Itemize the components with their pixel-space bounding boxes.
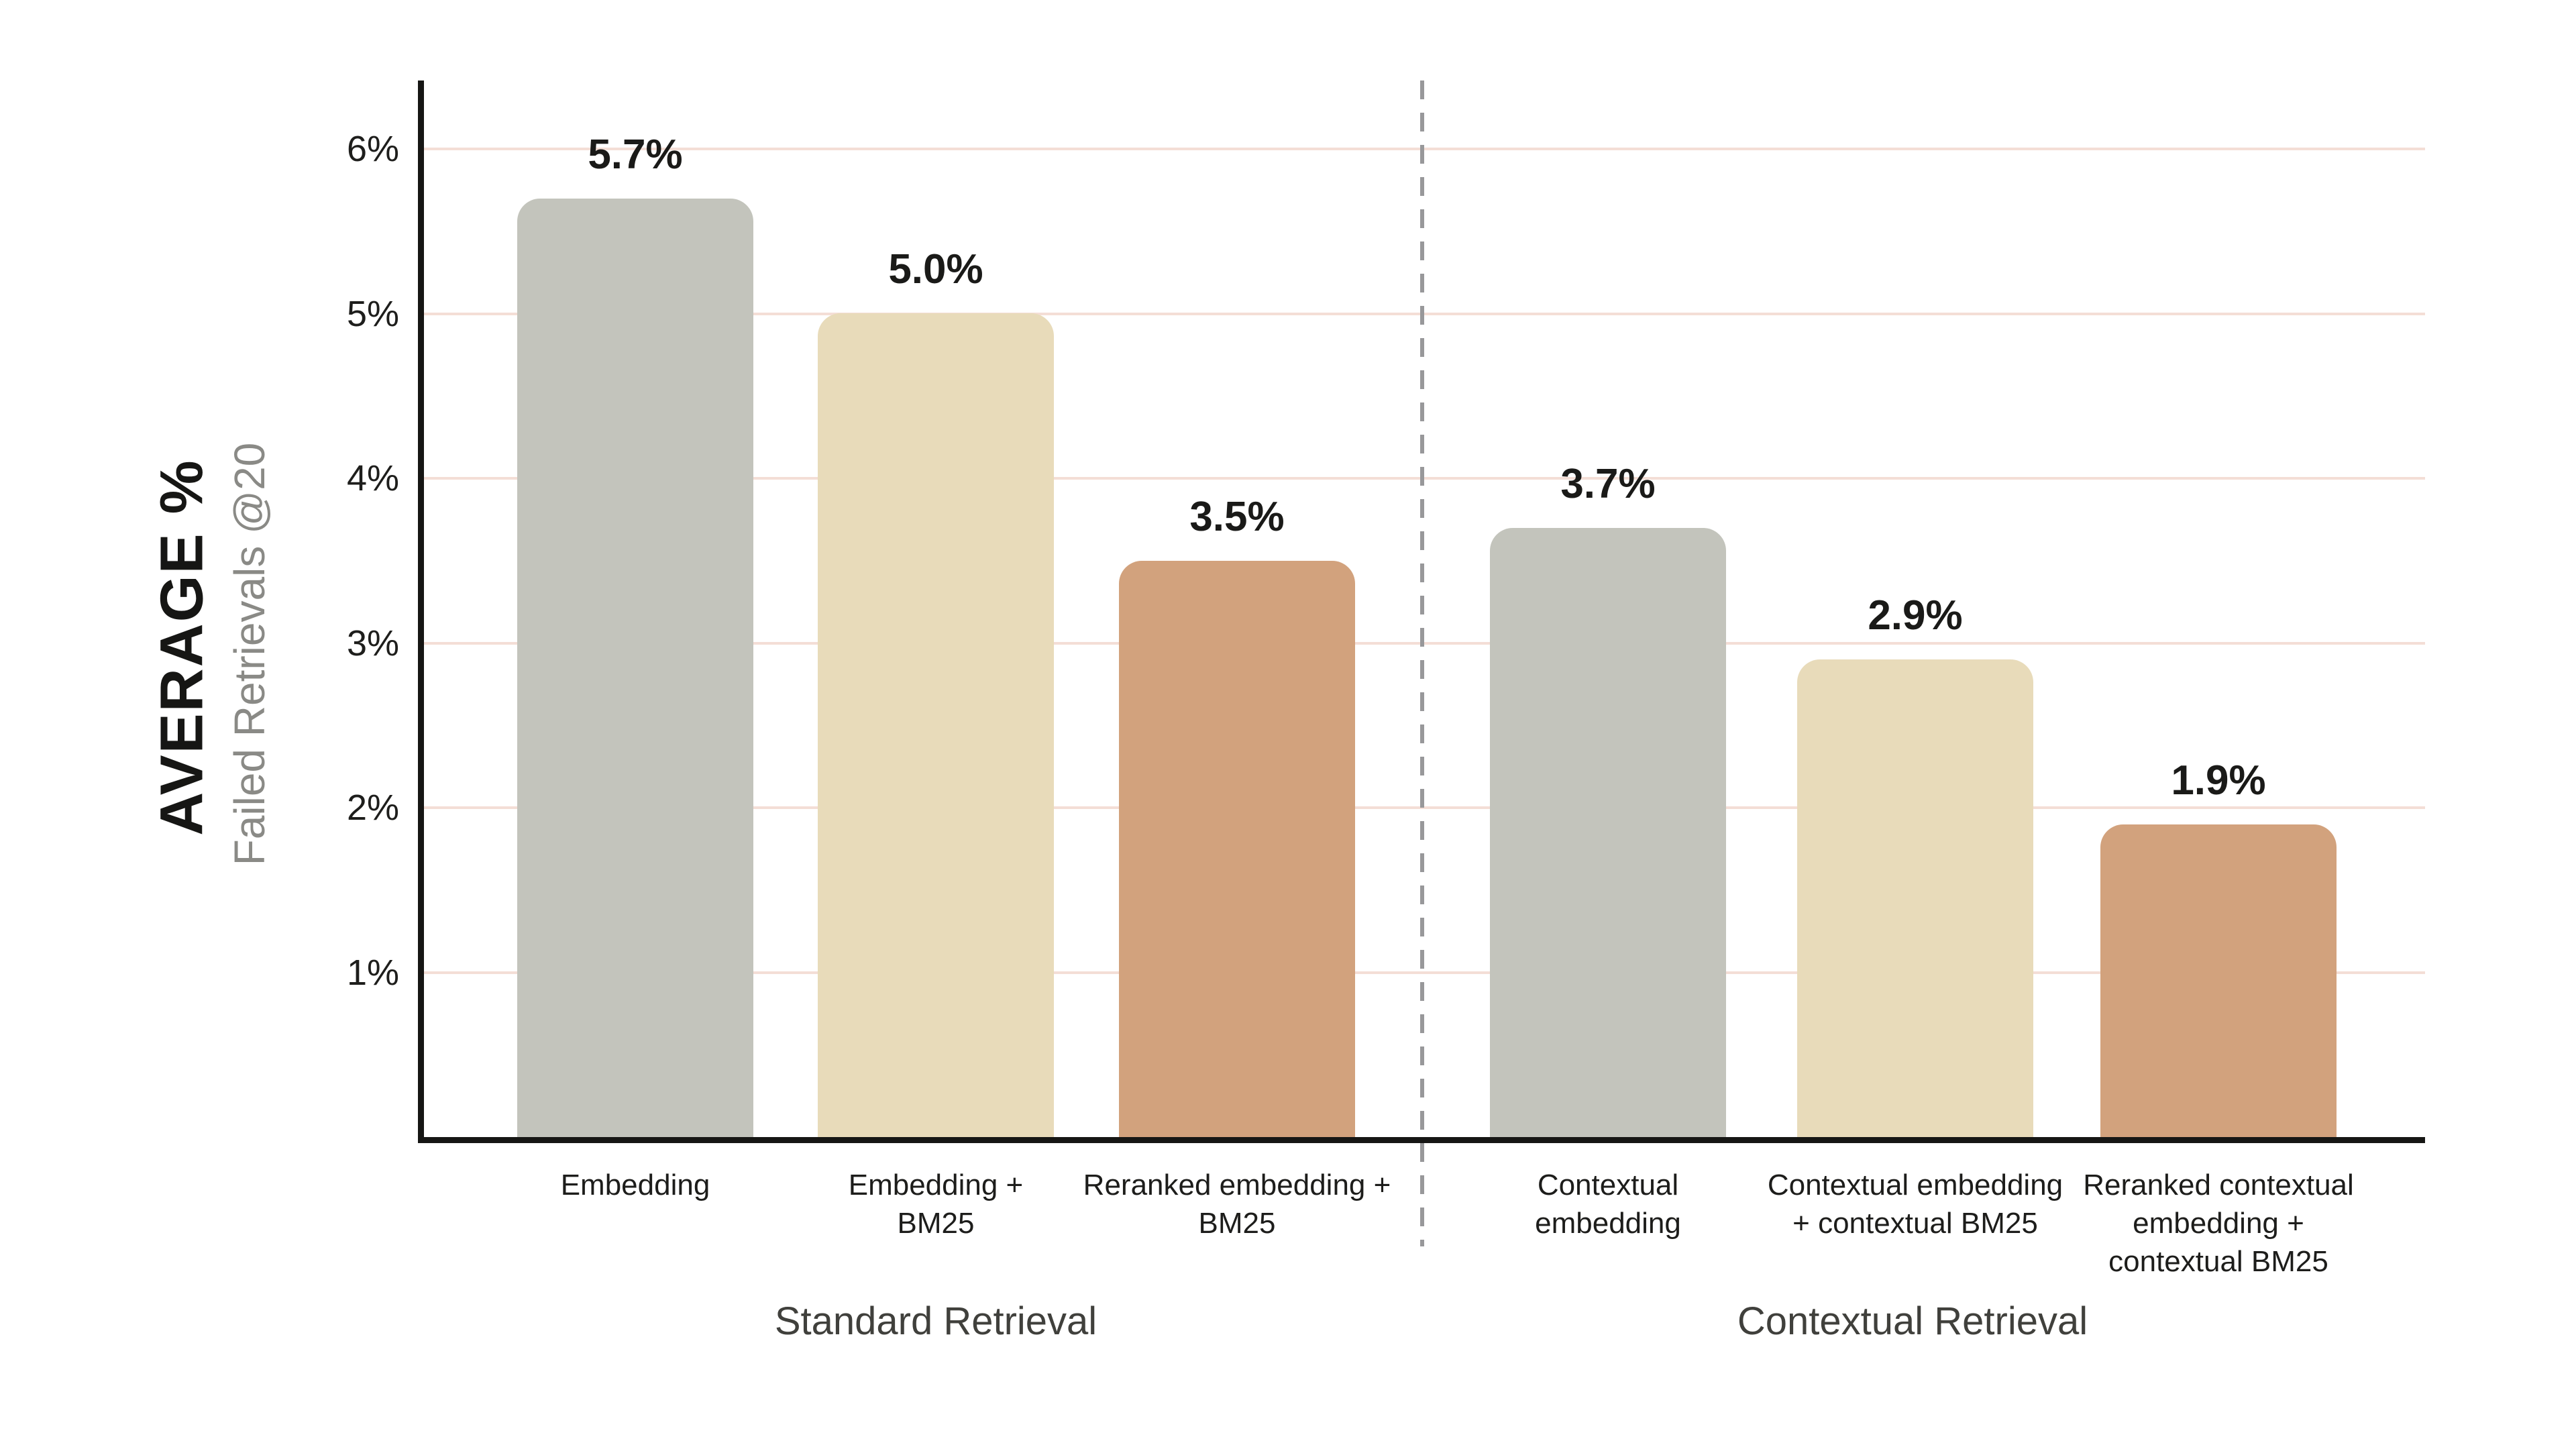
y-axis-line: [418, 80, 424, 1143]
bar-5: [1797, 659, 2033, 1137]
bar-2: [818, 313, 1054, 1137]
gridline-3%: [424, 641, 2425, 645]
y-tick-label-2%: 2%: [346, 788, 399, 828]
bar-value-label-5: 2.9%: [1868, 592, 1963, 639]
bar-value-label-3: 3.5%: [1189, 494, 1285, 540]
y-axis-title: AVERAGE %: [148, 459, 216, 836]
bar-3: [1119, 561, 1355, 1137]
x-category-label-6: Reranked contextual embedding + contextu…: [2083, 1169, 2354, 1278]
x-category-label-1: Embedding: [560, 1169, 710, 1201]
gridline-4%: [424, 477, 2425, 480]
x-category-label-5: Contextual embedding + contextual BM25: [1767, 1169, 2063, 1240]
gridline-5%: [424, 312, 2425, 315]
bar-4: [1490, 528, 1726, 1137]
y-tick-label-4%: 4%: [346, 458, 399, 498]
y-axis-subtitle: Failed Retrievals @20: [225, 442, 274, 866]
gridline-6%: [424, 148, 2425, 150]
y-tick-label-1%: 1%: [346, 952, 399, 993]
group-label-standard: Standard Retrieval: [774, 1299, 1097, 1343]
gridline-2%: [424, 806, 2425, 809]
bar-1: [517, 199, 753, 1137]
group-divider-dashed-line: [1420, 80, 1424, 1246]
group-label-contextual: Contextual Retrieval: [1737, 1299, 2088, 1343]
y-tick-label-5%: 5%: [346, 293, 399, 334]
bar-6: [2100, 824, 2337, 1137]
bar-value-label-1: 5.7%: [588, 131, 683, 178]
x-category-label-2: Embedding + BM25: [848, 1169, 1024, 1240]
bar-value-label-6: 1.9%: [2171, 757, 2266, 804]
gridline-1%: [424, 971, 2425, 974]
y-tick-label-3%: 3%: [346, 623, 399, 663]
x-category-label-4: Contextual embedding: [1535, 1169, 1681, 1240]
bar-value-label-4: 3.7%: [1560, 461, 1656, 507]
y-tick-label-6%: 6%: [346, 129, 399, 169]
x-category-label-3: Reranked embedding + BM25: [1083, 1169, 1391, 1240]
bar-value-label-2: 5.0%: [888, 246, 983, 292]
